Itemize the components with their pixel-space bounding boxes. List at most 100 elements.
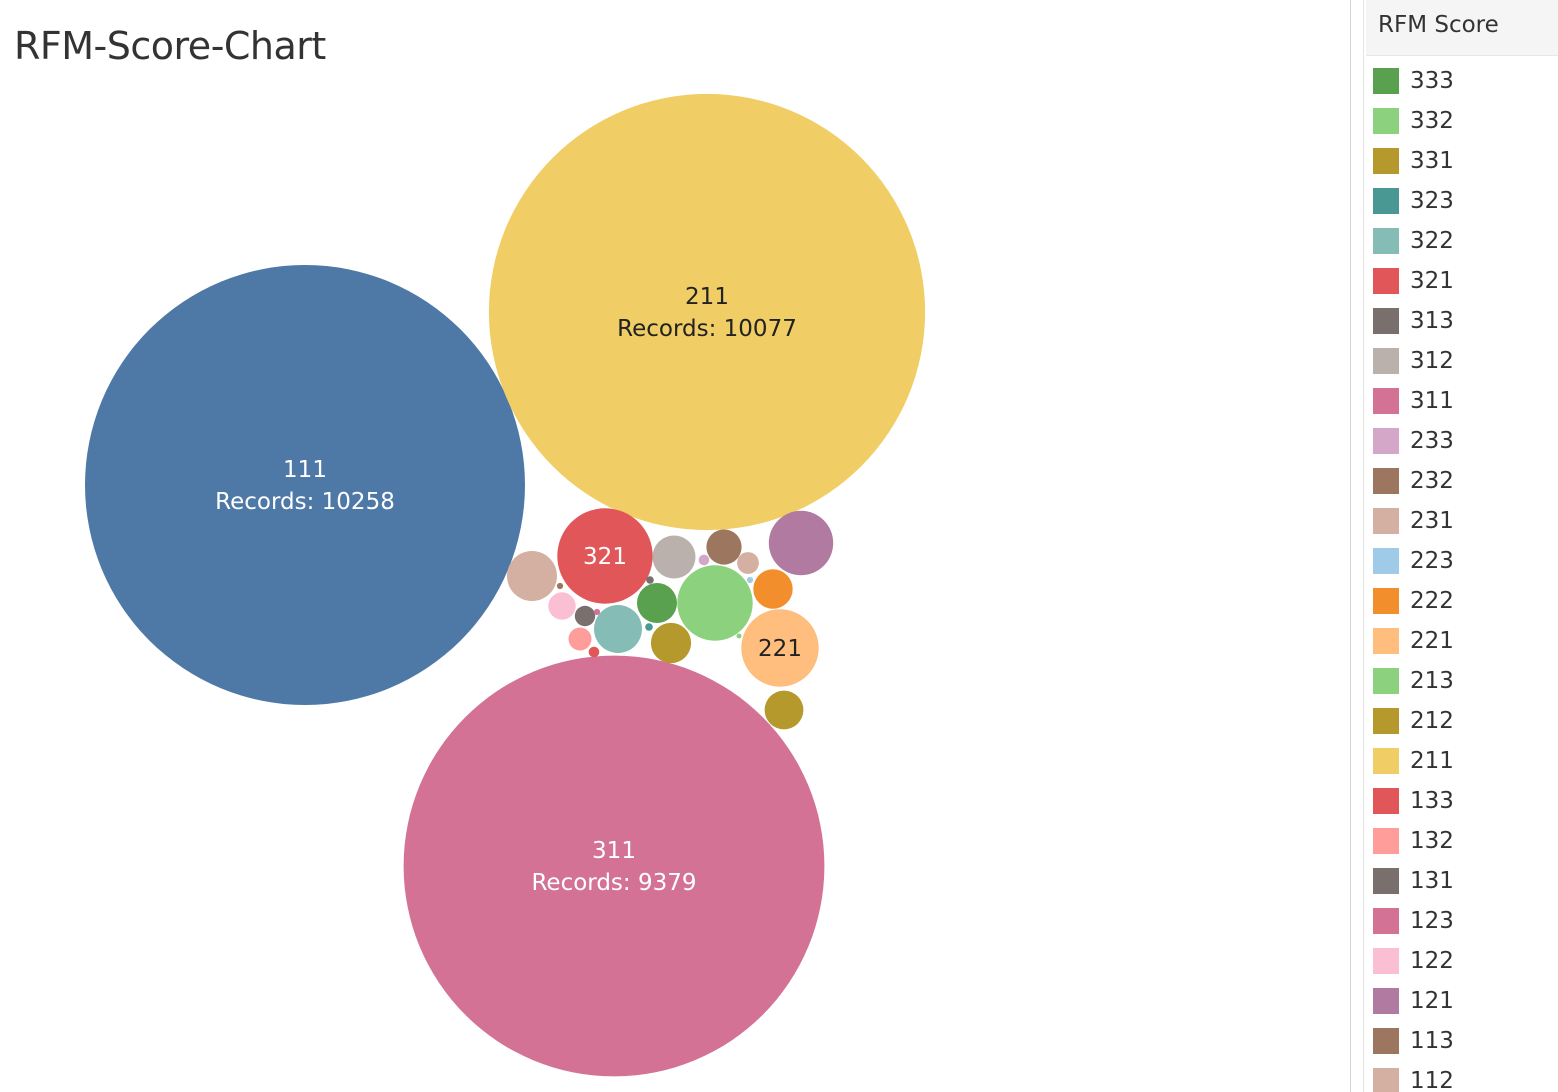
legend-item-332[interactable]: 332 bbox=[1366, 101, 1558, 141]
bubble-333[interactable] bbox=[637, 583, 677, 623]
bubble-mark-322[interactable] bbox=[594, 605, 642, 653]
bubble-332[interactable] bbox=[736, 633, 742, 639]
legend-item-113[interactable]: 113 bbox=[1366, 1021, 1558, 1061]
bubble-131[interactable] bbox=[574, 605, 596, 627]
bubble-232[interactable] bbox=[556, 582, 564, 590]
legend-item-112[interactable]: 112 bbox=[1366, 1061, 1558, 1092]
legend-label: 321 bbox=[1410, 268, 1454, 294]
bubble-111[interactable]: 111 Records: 10258 bbox=[85, 265, 525, 705]
bubble-mark-132[interactable] bbox=[568, 627, 592, 651]
legend-item-313[interactable]: 313 bbox=[1366, 301, 1558, 341]
bubble-label-111: 111 bbox=[283, 457, 327, 483]
legend-item-323[interactable]: 323 bbox=[1366, 181, 1558, 221]
legend-item-223[interactable]: 223 bbox=[1366, 541, 1558, 581]
bubble-mark-333[interactable] bbox=[637, 583, 677, 623]
bubble-mark-133[interactable] bbox=[588, 646, 600, 658]
legend-swatch bbox=[1373, 948, 1399, 974]
legend-item-312[interactable]: 312 bbox=[1366, 341, 1558, 381]
legend-label: 332 bbox=[1410, 108, 1454, 134]
bubble-mark-223[interactable] bbox=[746, 576, 754, 584]
legend-scroll-edge bbox=[1363, 0, 1364, 1092]
bubble-mark-112[interactable] bbox=[507, 551, 557, 601]
legend-item-321[interactable]: 321 bbox=[1366, 261, 1558, 301]
bubble-212[interactable] bbox=[650, 622, 692, 664]
legend-swatch bbox=[1373, 468, 1399, 494]
legend-item-231[interactable]: 231 bbox=[1366, 501, 1558, 541]
legend-item-121[interactable]: 121 bbox=[1366, 981, 1558, 1021]
legend-label: 123 bbox=[1410, 908, 1454, 934]
bubble-mark-232[interactable] bbox=[556, 582, 564, 590]
legend-item-212[interactable]: 212 bbox=[1366, 701, 1558, 741]
bubble-223[interactable] bbox=[746, 576, 754, 584]
legend-item-211[interactable]: 211 bbox=[1366, 741, 1558, 781]
bubble-313[interactable] bbox=[646, 576, 654, 584]
bubble-mark-233[interactable] bbox=[698, 554, 710, 566]
bubble-mark-323[interactable] bbox=[645, 623, 653, 631]
bubble-321[interactable]: 321 bbox=[557, 508, 653, 604]
legend-item-133[interactable]: 133 bbox=[1366, 781, 1558, 821]
bubble-mark-313[interactable] bbox=[646, 576, 654, 584]
legend-swatch bbox=[1373, 748, 1399, 774]
bubble-mark-221[interactable] bbox=[741, 609, 819, 687]
legend-label: 323 bbox=[1410, 188, 1454, 214]
bubble-mark-331[interactable] bbox=[764, 690, 804, 730]
legend-label: 121 bbox=[1410, 988, 1454, 1014]
legend-item-221[interactable]: 221 bbox=[1366, 621, 1558, 661]
bubble-133[interactable] bbox=[588, 646, 600, 658]
bubble-221[interactable]: 221 bbox=[741, 609, 819, 687]
legend-item-213[interactable]: 213 bbox=[1366, 661, 1558, 701]
legend-label: 322 bbox=[1410, 228, 1454, 254]
legend-label: 131 bbox=[1410, 868, 1454, 894]
bubble-mark-131[interactable] bbox=[574, 605, 596, 627]
legend-item-123[interactable]: 123 bbox=[1366, 901, 1558, 941]
legend-item-132[interactable]: 132 bbox=[1366, 821, 1558, 861]
bubble-112[interactable] bbox=[507, 551, 557, 601]
bubble-mark-311[interactable] bbox=[403, 655, 825, 1077]
bubble-211[interactable]: 211 Records: 10077 bbox=[488, 93, 926, 531]
bubble-312[interactable] bbox=[652, 535, 696, 579]
bubble-231[interactable] bbox=[737, 552, 759, 574]
bubble-mark-121[interactable] bbox=[768, 510, 834, 576]
bubble-121[interactable] bbox=[768, 510, 834, 576]
bubble-323[interactable] bbox=[645, 623, 653, 631]
legend-item-131[interactable]: 131 bbox=[1366, 861, 1558, 901]
bubble-213[interactable] bbox=[677, 565, 753, 641]
bubble-mark-212[interactable] bbox=[650, 622, 692, 664]
bubble-mark-123[interactable] bbox=[593, 608, 601, 616]
legend-item-222[interactable]: 222 bbox=[1366, 581, 1558, 621]
legend-item-311[interactable]: 311 bbox=[1366, 381, 1558, 421]
bubble-322[interactable] bbox=[594, 605, 642, 653]
legend-item-331[interactable]: 331 bbox=[1366, 141, 1558, 181]
bubble-132[interactable] bbox=[568, 627, 592, 651]
bubble-mark-312[interactable] bbox=[652, 535, 696, 579]
bubble-mark-321[interactable] bbox=[557, 508, 653, 604]
bubble-311[interactable]: 311 Records: 9379 bbox=[403, 655, 825, 1077]
legend-item-232[interactable]: 232 bbox=[1366, 461, 1558, 501]
legend-label: 313 bbox=[1410, 308, 1454, 334]
bubble-222[interactable] bbox=[753, 569, 793, 609]
panel-divider bbox=[1350, 0, 1351, 1092]
legend-swatch bbox=[1373, 668, 1399, 694]
legend-swatch bbox=[1373, 548, 1399, 574]
bubble-mark-332[interactable] bbox=[736, 633, 742, 639]
bubble-label-311: 311 bbox=[592, 838, 636, 864]
bubble-mark-122[interactable] bbox=[548, 592, 576, 620]
bubble-113[interactable] bbox=[706, 529, 742, 565]
legend-swatch bbox=[1373, 148, 1399, 174]
bubble-233[interactable] bbox=[698, 554, 710, 566]
bubble-123[interactable] bbox=[593, 608, 601, 616]
bubble-mark-213[interactable] bbox=[677, 565, 753, 641]
legend-item-233[interactable]: 233 bbox=[1366, 421, 1558, 461]
bubble-122[interactable] bbox=[548, 592, 576, 620]
legend-item-333[interactable]: 333 bbox=[1366, 61, 1558, 101]
bubble-mark-111[interactable] bbox=[85, 265, 525, 705]
bubble-mark-231[interactable] bbox=[737, 552, 759, 574]
bubble-331[interactable] bbox=[764, 690, 804, 730]
bubble-mark-222[interactable] bbox=[753, 569, 793, 609]
legend-label: 113 bbox=[1410, 1028, 1454, 1054]
bubble-mark-113[interactable] bbox=[706, 529, 742, 565]
legend-item-122[interactable]: 122 bbox=[1366, 941, 1558, 981]
bubble-mark-211[interactable] bbox=[488, 93, 926, 531]
legend-swatch bbox=[1373, 988, 1399, 1014]
legend-item-322[interactable]: 322 bbox=[1366, 221, 1558, 261]
